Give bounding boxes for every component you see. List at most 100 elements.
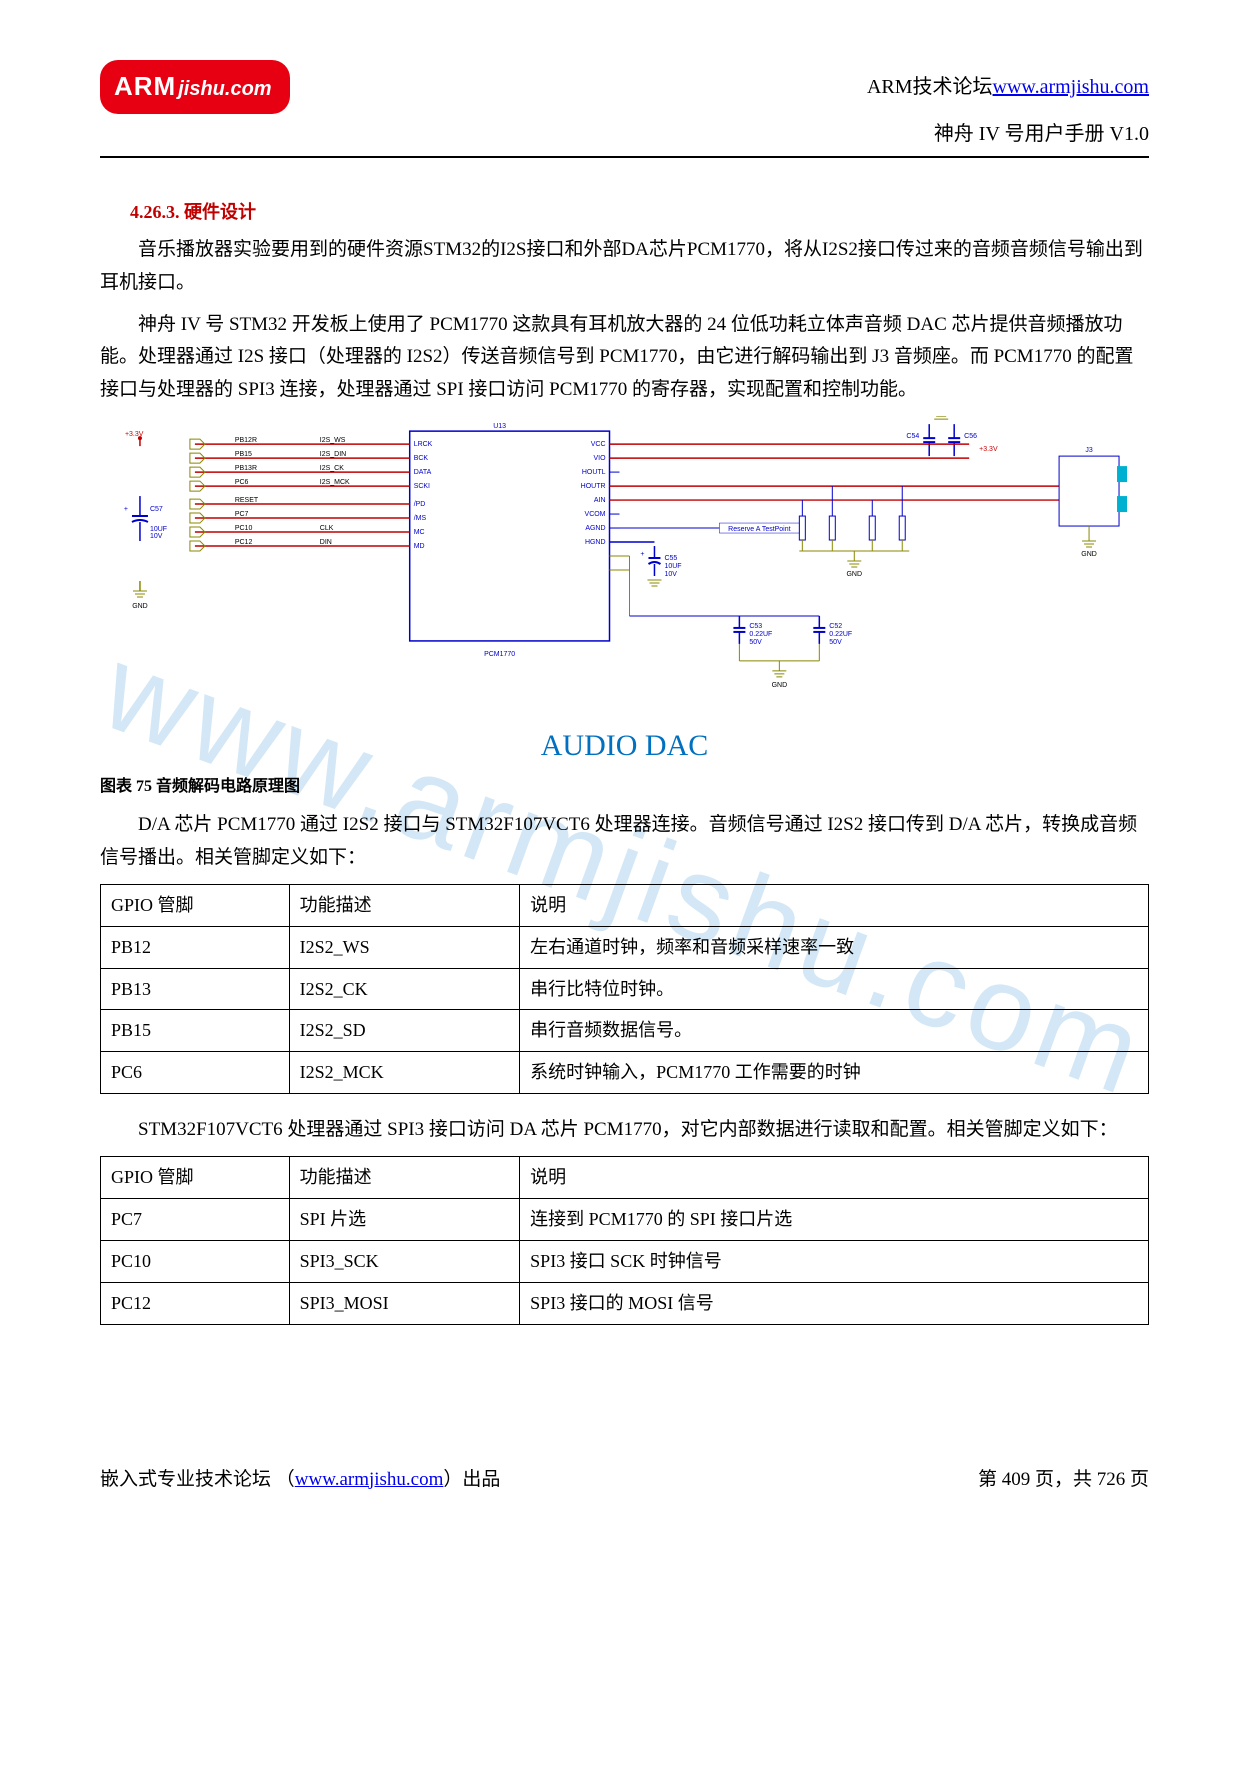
th: 说明 (520, 1157, 1149, 1199)
subheader: 神舟 IV 号用户手册 V1.0 (100, 118, 1149, 150)
svg-text:/PD: /PD (414, 501, 426, 508)
cap-c56: C54 (906, 424, 935, 456)
table-row: PC7SPI 片选连接到 PCM1770 的 SPI 接口片选 (101, 1199, 1149, 1241)
cap-c52: C52 0.22UF 50V (813, 616, 852, 646)
section-number: 4.26.3. (130, 202, 180, 222)
svg-text:10V: 10V (150, 533, 163, 540)
audio-jack: J3 GND (1059, 447, 1127, 558)
figure-caption: 图表 75 音频解码电路原理图 (100, 774, 1149, 800)
svg-text:0.22UF: 0.22UF (829, 631, 852, 638)
logo-arm: ARM (114, 66, 176, 108)
gnd-topcaps (934, 416, 948, 419)
pin-table-2: GPIO 管脚 功能描述 说明 PC7SPI 片选连接到 PCM1770 的 S… (100, 1156, 1149, 1324)
th: 功能描述 (289, 885, 520, 927)
paragraph-2: 神舟 IV 号 STM32 开发板上使用了 PCM1770 这款具有耳机放大器的… (100, 309, 1149, 406)
chip-name: PCM1770 (484, 651, 515, 658)
schematic-title: AUDIO DAC (100, 722, 1149, 770)
svg-text:I2S_CK: I2S_CK (320, 465, 344, 472)
table-row: PB12I2S2_WS左右通道时钟，频率和音频采样速率一致 (101, 926, 1149, 968)
header-rule (100, 156, 1149, 158)
svg-text:MD: MD (414, 543, 425, 550)
svg-text:GND: GND (132, 603, 148, 610)
cap-c55: + C55 10UF 10V (640, 546, 681, 586)
svg-text:RESET: RESET (235, 497, 259, 504)
table-row: PB15I2S2_SD串行音频数据信号。 (101, 1010, 1149, 1052)
paragraph-3: D/A 芯片 PCM1770 通过 I2S2 接口与 STM32F107VCT6… (100, 809, 1149, 874)
cap-c54: C56 (948, 424, 977, 456)
logo-jishu: jishu.com (178, 73, 271, 105)
svg-text:VIO: VIO (593, 455, 606, 462)
svg-text:C57: C57 (150, 506, 163, 513)
svg-text:PC12: PC12 (235, 539, 253, 546)
svg-text:10UF: 10UF (150, 526, 167, 533)
schematic-diagram: U13 PCM1770 +3.3V + C57 10UF 10V GND PB1… (100, 416, 1149, 716)
svg-text:PC6: PC6 (235, 479, 249, 486)
svg-text:0.22UF: 0.22UF (749, 631, 772, 638)
cap-c57: + C57 10UF 10V (124, 496, 167, 541)
svg-text:DIN: DIN (320, 539, 332, 546)
svg-text:C56: C56 (964, 433, 977, 440)
table-row: PB13I2S2_CK串行比特位时钟。 (101, 968, 1149, 1010)
svg-text:GND: GND (1081, 551, 1097, 558)
svg-text:50V: 50V (829, 639, 842, 646)
svg-text:+: + (124, 506, 128, 513)
section-name: 硬件设计 (184, 202, 256, 222)
table-row: PC6I2S2_MCK系统时钟输入，PCM1770 工作需要的时钟 (101, 1052, 1149, 1094)
svg-text:I2S_WS: I2S_WS (320, 437, 346, 444)
page-footer: 嵌入式专业技术论坛 （www.armjishu.com）出品 第 409 页，共… (100, 1465, 1149, 1495)
svg-text:DATA: DATA (414, 469, 432, 476)
paragraph-1: 音乐播放器实验要用到的硬件资源STM32的I2S接口和外部DA芯片PCM1770… (100, 234, 1149, 299)
th: GPIO 管脚 (101, 1157, 290, 1199)
cap-c53: C53 0.22UF 50V (733, 616, 772, 646)
logo: ARM jishu.com (100, 60, 290, 114)
gnd-c57: GND (132, 581, 148, 610)
footer-link[interactable]: www.armjishu.com (295, 1469, 444, 1490)
svg-text:J3: J3 (1085, 447, 1092, 454)
svg-text:I2S_MCK: I2S_MCK (320, 479, 350, 486)
svg-text:PB13R: PB13R (235, 465, 257, 472)
svg-text:GND: GND (847, 571, 863, 578)
table-row: GPIO 管脚 功能描述 说明 (101, 885, 1149, 927)
svg-text:BCK: BCK (414, 455, 429, 462)
pin-table-1: GPIO 管脚 功能描述 说明 PB12I2S2_WS左右通道时钟，频率和音频采… (100, 884, 1149, 1094)
svg-text:10UF: 10UF (664, 563, 681, 570)
svg-text:C55: C55 (664, 555, 677, 562)
svg-text:MC: MC (414, 529, 425, 536)
svg-text:GND: GND (772, 682, 788, 689)
svg-text:VCOM: VCOM (585, 511, 606, 518)
svg-text:Reserve A TestPoint: Reserve A TestPoint (728, 526, 790, 533)
table-row: PC10SPI3_SCKSPI3 接口 SCK 时钟信号 (101, 1240, 1149, 1282)
svg-text:C54: C54 (906, 433, 919, 440)
chip-rect (410, 431, 610, 641)
svg-text:PC7: PC7 (235, 511, 249, 518)
paragraph-4: STM32F107VCT6 处理器通过 SPI3 接口访问 DA 芯片 PCM1… (100, 1114, 1149, 1146)
svg-text:PB15: PB15 (235, 451, 252, 458)
header-right: ARM技术论坛www.armjishu.com (867, 71, 1149, 103)
power-3v3-right: +3.3V (979, 446, 998, 453)
th: 说明 (520, 885, 1149, 927)
footer-left: 嵌入式专业技术论坛 （www.armjishu.com）出品 (100, 1465, 500, 1495)
svg-text:PC10: PC10 (235, 525, 253, 532)
chip-refdes: U13 (493, 423, 506, 430)
svg-text:AIN: AIN (594, 497, 606, 504)
svg-text:C53: C53 (749, 623, 762, 630)
svg-text:/MS: /MS (414, 515, 427, 522)
svg-text:I2S_DIN: I2S_DIN (320, 451, 346, 458)
table-row: GPIO 管脚 功能描述 说明 (101, 1157, 1149, 1199)
svg-text:10V: 10V (664, 571, 677, 578)
svg-text:HGND: HGND (585, 539, 606, 546)
th: GPIO 管脚 (101, 885, 290, 927)
svg-text:HOUTR: HOUTR (581, 483, 606, 490)
svg-text:+: + (640, 551, 644, 558)
footer-right: 第 409 页，共 726 页 (978, 1465, 1149, 1495)
table-row: PC12SPI3_MOSISPI3 接口的 MOSI 信号 (101, 1282, 1149, 1324)
forum-link[interactable]: www.armjishu.com (993, 76, 1149, 98)
svg-text:VCC: VCC (591, 441, 606, 448)
th: 功能描述 (289, 1157, 520, 1199)
svg-text:LRCK: LRCK (414, 441, 433, 448)
forum-label: ARM技术论坛 (867, 76, 993, 98)
page-header: ARM jishu.com ARM技术论坛www.armjishu.com (100, 60, 1149, 114)
section-title: 4.26.3. 硬件设计 (130, 198, 1149, 227)
testpoint: Reserve A TestPoint (610, 523, 800, 533)
svg-text:PB12R: PB12R (235, 437, 257, 444)
